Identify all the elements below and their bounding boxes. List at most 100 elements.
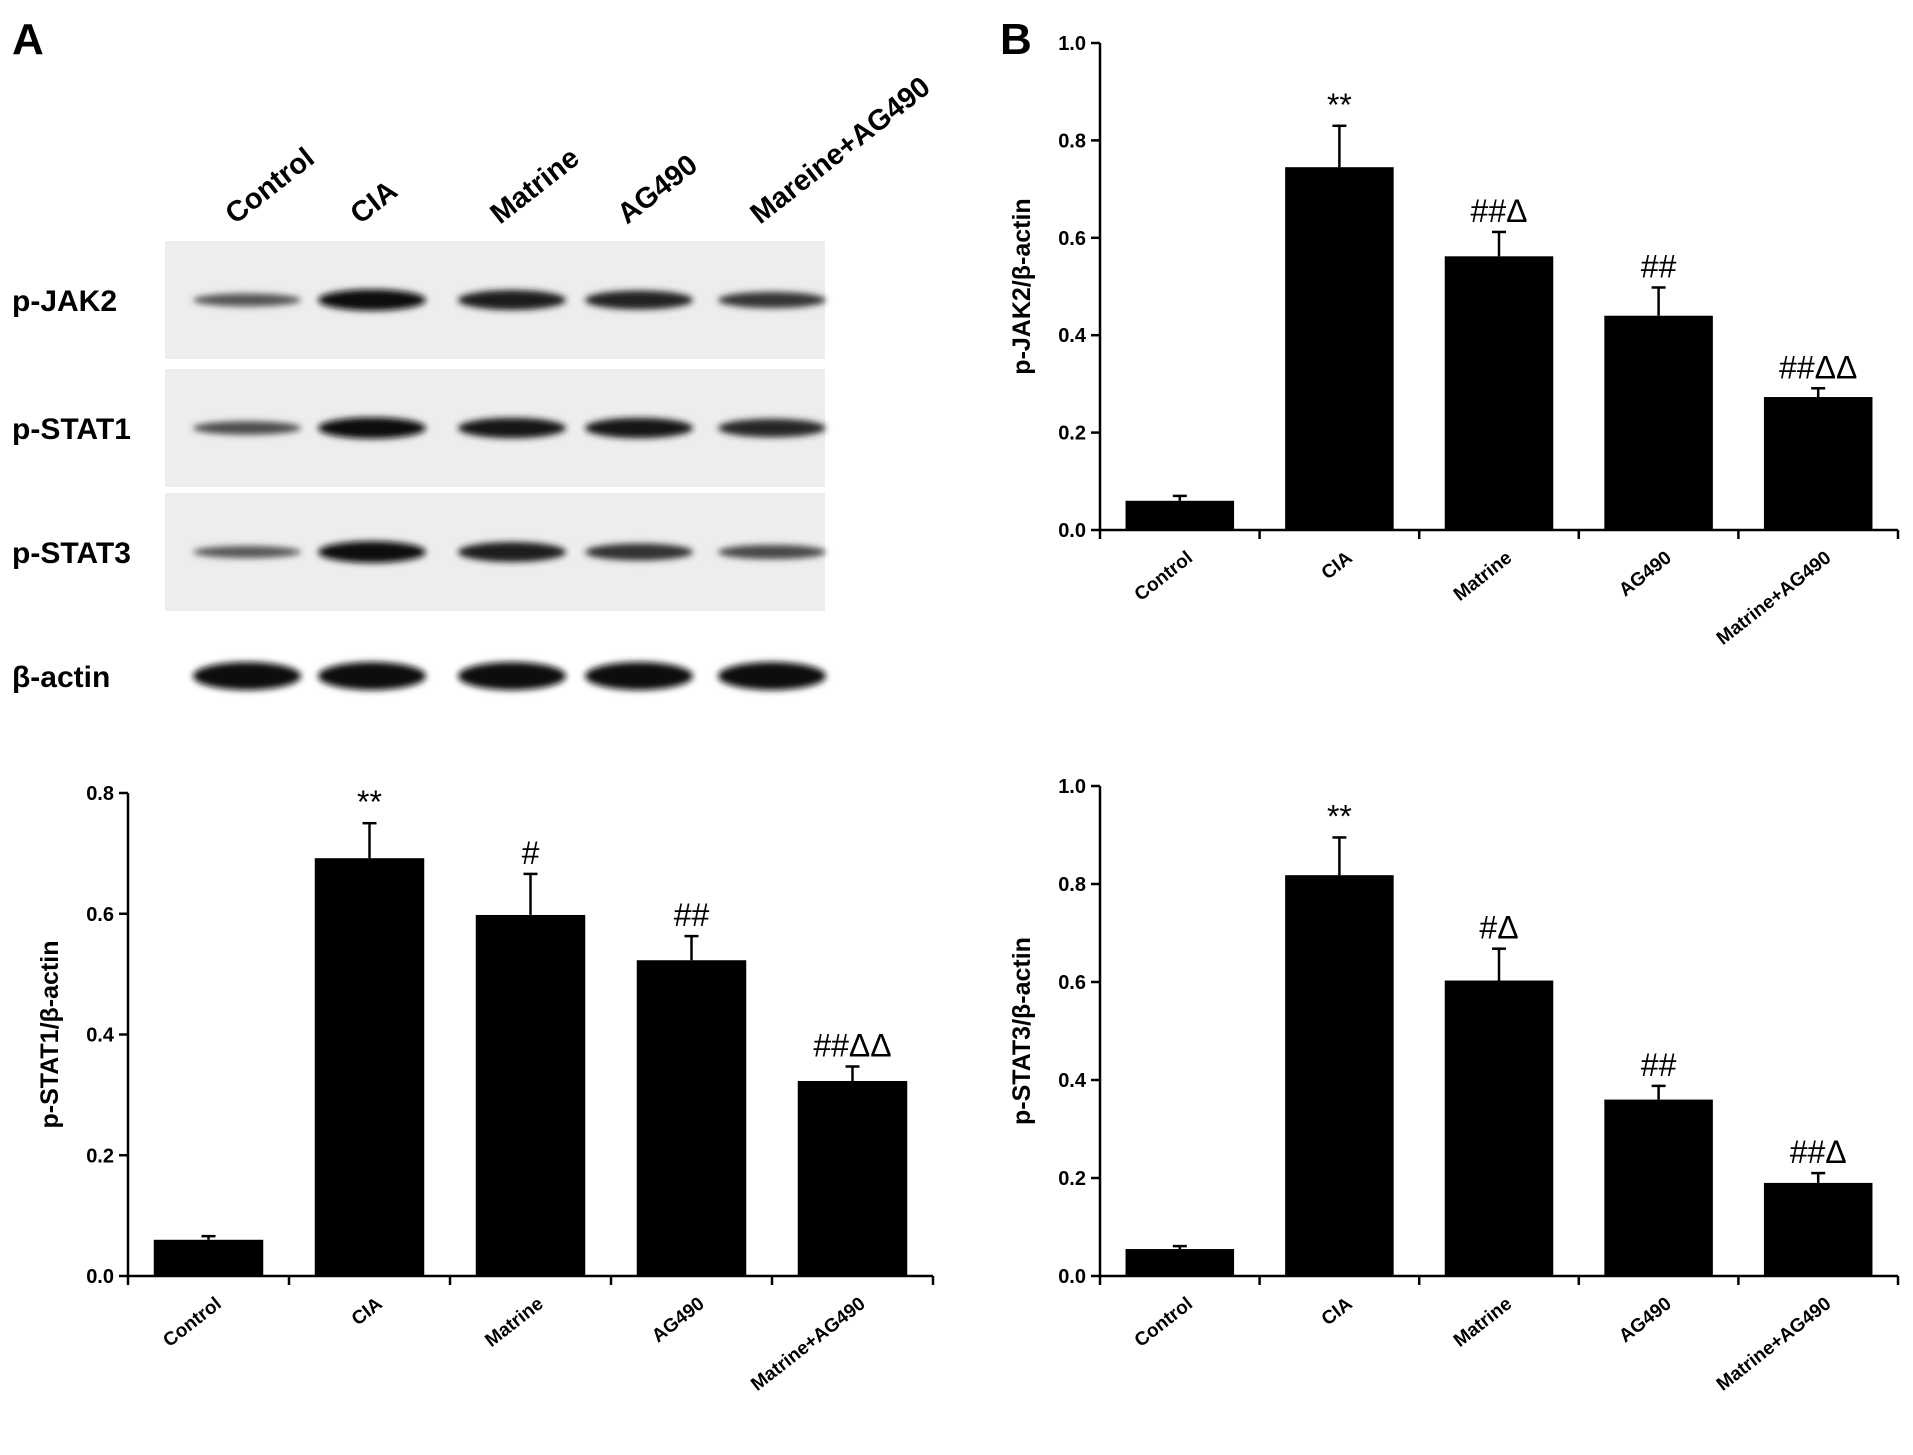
- y-tick-label: 0.6: [86, 904, 114, 926]
- y-tick-label: 0.0: [1058, 520, 1086, 542]
- x-tick-label-matrine-ag490: Matrine+AG490: [1713, 1293, 1835, 1395]
- significance-label-ag490: ##: [674, 897, 710, 933]
- x-tick-label-cia: CIA: [1318, 1293, 1357, 1330]
- significance-label-ag490: ##: [1641, 1047, 1677, 1083]
- blot-band: [718, 291, 826, 309]
- protein-label-p-stat1: p-STAT1: [12, 413, 131, 446]
- bar-control: [1125, 500, 1235, 530]
- blot-band: [193, 545, 301, 559]
- bar-cia: [314, 858, 425, 1276]
- significance-label-matrine: #: [522, 835, 540, 871]
- blot-band: [718, 544, 826, 560]
- significance-label-matrine: ##Δ: [1471, 193, 1528, 229]
- blot-lane-labels: Control CIA Matrine AG490 Mareine+AG490: [220, 71, 937, 231]
- y-tick-label: 1.0: [1058, 776, 1086, 798]
- x-tick-label-cia: CIA: [1318, 547, 1357, 584]
- y-axis-title: p-STAT3/β-actin: [1008, 937, 1036, 1125]
- y-tick-label: 0.8: [1058, 874, 1086, 896]
- blot-band: [718, 662, 826, 690]
- significance-label-matrine-ag490: ##ΔΔ: [813, 1027, 891, 1063]
- bar-matrine: [1444, 980, 1554, 1276]
- y-axis-title: p-STAT1/β-actin: [36, 941, 64, 1129]
- bar-matrine-ag490: [797, 1080, 908, 1276]
- y-tick-label: 0.6: [1058, 972, 1086, 994]
- protein-label-p-jak2: p-JAK2: [12, 285, 117, 318]
- bar-matrine-ag490: [1763, 1182, 1873, 1276]
- significance-label-cia: **: [1327, 798, 1352, 834]
- significance-label-matrine: #Δ: [1479, 910, 1518, 946]
- x-tick-label-matrine: Matrine: [481, 1293, 547, 1351]
- blot-band: [318, 417, 426, 439]
- blot-lane-label-mareine-ag490: Mareine+AG490: [745, 71, 937, 231]
- y-tick-label: 0.4: [1058, 1070, 1087, 1092]
- blot-lane-label-ag490: AG490: [612, 149, 704, 231]
- blot-band: [318, 541, 426, 563]
- y-tick-label: 0.0: [86, 1266, 114, 1288]
- blot-row-p-jak2: p-JAK2: [12, 241, 826, 359]
- y-tick-label: 0.2: [1058, 423, 1086, 445]
- y-axis: 0.0 0.2 0.4 0.6 0.8: [86, 783, 130, 1288]
- x-tick-label-matrine: Matrine: [1450, 547, 1516, 605]
- blot-band: [318, 662, 426, 690]
- blot-band: [585, 290, 693, 310]
- blot-band: [458, 290, 566, 310]
- x-tick-label-control: Control: [159, 1293, 225, 1351]
- y-tick-label: 0.6: [1058, 228, 1086, 250]
- blot-band: [193, 421, 301, 435]
- bar-matrine: [1444, 256, 1554, 530]
- x-tick-label-matrine-ag490: Matrine+AG490: [747, 1293, 869, 1395]
- x-tick-label-control: Control: [1131, 547, 1197, 605]
- significance-label-matrine-ag490: ##ΔΔ: [1779, 349, 1857, 385]
- bar-ag490: [636, 960, 747, 1276]
- panel-label-a: A: [12, 15, 44, 64]
- x-tick-label-matrine-ag490: Matrine+AG490: [1713, 547, 1835, 649]
- x-tick-label-ag490: AG490: [1615, 1293, 1675, 1347]
- y-tick-label: 0.8: [86, 783, 114, 805]
- y-tick-label: 0.4: [1058, 325, 1087, 347]
- bar-matrine: [475, 914, 586, 1276]
- chart-p-stat3: 0.0 0.2 0.4 0.6 0.8 1.0 p-STAT3/β-actin Control…: [1008, 776, 1900, 1395]
- western-blot: Control CIA Matrine AG490 Mareine+AG490 p-JA…: [12, 71, 936, 694]
- y-tick-label: 0.8: [1058, 130, 1086, 152]
- blot-band: [458, 542, 566, 562]
- blot-band: [585, 417, 693, 439]
- blot-band: [193, 662, 301, 690]
- blot-band: [458, 662, 566, 690]
- significance-label-matrine-ag490: ##Δ: [1790, 1134, 1847, 1170]
- y-tick-label: 0.2: [1058, 1168, 1086, 1190]
- blot-lane-label-cia: CIA: [345, 175, 404, 231]
- blot-band: [718, 418, 826, 438]
- blot-rows: p-JAK2 p-STAT1 p-STAT3 β-actin: [12, 241, 826, 694]
- y-axis-title: p-JAK2/β-actin: [1008, 198, 1036, 374]
- x-tick-label-cia: CIA: [348, 1293, 387, 1330]
- bar-cia: [1285, 167, 1394, 530]
- chart-p-jak2: 0.0 0.2 0.4 0.6 0.8 1.0 p-JAK2/β-actin Control *…: [1008, 33, 1900, 649]
- bar-cia: [1285, 875, 1394, 1276]
- y-axis: 0.0 0.2 0.4 0.6 0.8 1.0: [1058, 776, 1102, 1288]
- significance-label-cia: **: [1327, 87, 1352, 123]
- bar-control: [1125, 1249, 1235, 1276]
- y-axis: 0.0 0.2 0.4 0.6 0.8 1.0: [1058, 33, 1102, 542]
- blot-band: [585, 543, 693, 561]
- bar-ag490: [1604, 1099, 1713, 1276]
- bar-ag490: [1604, 315, 1713, 530]
- bar-matrine-ag490: [1763, 397, 1873, 530]
- blot-band: [318, 289, 426, 311]
- y-tick-label: 0.4: [86, 1025, 115, 1047]
- blot-row-actin: β-actin: [12, 661, 826, 694]
- x-tick-label-matrine: Matrine: [1450, 1293, 1516, 1351]
- x-tick-label-ag490: AG490: [648, 1293, 708, 1347]
- blot-band: [585, 662, 693, 690]
- bar-control: [153, 1239, 264, 1276]
- blot-row-p-stat1: p-STAT1: [12, 369, 826, 487]
- blot-band: [193, 293, 301, 307]
- x-tick-label-ag490: AG490: [1615, 547, 1675, 601]
- blot-row-p-stat3: p-STAT3: [12, 493, 826, 611]
- y-tick-label: 0.0: [1058, 1266, 1086, 1288]
- significance-label-cia: **: [357, 784, 382, 820]
- blot-lane-label-control: Control: [220, 142, 321, 231]
- panel-label-b: B: [1000, 15, 1032, 64]
- y-tick-label: 1.0: [1058, 33, 1086, 55]
- x-tick-label-control: Control: [1131, 1293, 1197, 1351]
